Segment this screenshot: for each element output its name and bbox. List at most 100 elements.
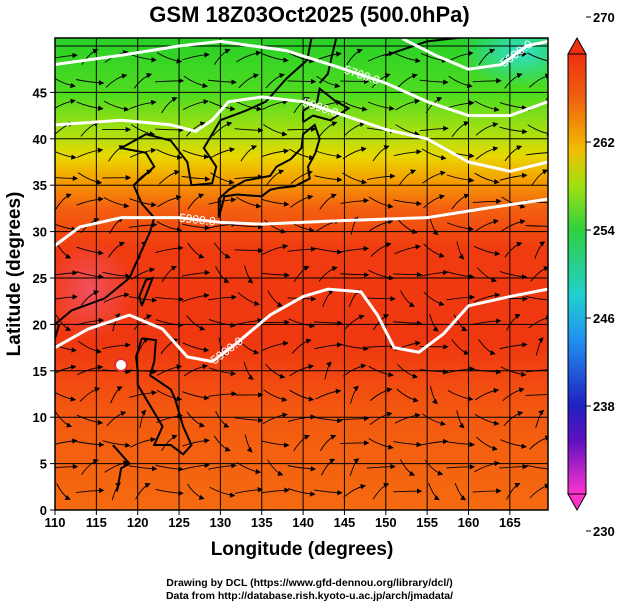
streamline bbox=[181, 175, 211, 182]
streamline bbox=[208, 462, 237, 470]
streamline bbox=[158, 169, 180, 185]
streamline bbox=[182, 52, 210, 61]
streamline bbox=[293, 96, 310, 114]
streamline bbox=[102, 271, 131, 279]
coastline bbox=[435, 18, 468, 37]
streamline bbox=[289, 389, 315, 402]
streamline bbox=[262, 340, 289, 351]
streamline bbox=[499, 102, 528, 111]
streamline bbox=[155, 296, 184, 302]
streamline bbox=[343, 121, 366, 137]
streamline bbox=[346, 48, 363, 65]
streamline bbox=[76, 414, 104, 426]
streamline bbox=[263, 389, 288, 402]
x-tick-label: 135 bbox=[251, 515, 273, 530]
y-tick-label: 40 bbox=[33, 132, 47, 147]
streamline bbox=[446, 100, 475, 109]
streamline bbox=[76, 271, 104, 280]
streamline bbox=[244, 434, 253, 453]
streamline bbox=[472, 488, 502, 494]
streamline bbox=[344, 314, 365, 330]
streamline bbox=[525, 152, 548, 156]
streamline bbox=[527, 52, 548, 64]
streamline bbox=[499, 126, 528, 135]
streamline bbox=[182, 292, 210, 303]
x-tick-label: 145 bbox=[334, 515, 356, 530]
streamline bbox=[187, 193, 205, 210]
streamline bbox=[267, 459, 284, 476]
streamline bbox=[504, 241, 523, 258]
streamline bbox=[504, 72, 523, 89]
streamline bbox=[475, 122, 499, 136]
streamline bbox=[368, 219, 394, 232]
streamline bbox=[238, 73, 259, 89]
streamline bbox=[397, 364, 419, 379]
streamline bbox=[369, 387, 393, 402]
streamline bbox=[446, 441, 475, 448]
y-tick-label: 45 bbox=[33, 85, 47, 100]
streamline bbox=[342, 363, 367, 377]
streamline bbox=[535, 337, 544, 356]
streamline bbox=[55, 270, 78, 276]
streamline bbox=[446, 174, 475, 183]
streamline bbox=[128, 222, 158, 228]
streamline bbox=[393, 271, 423, 278]
streamline bbox=[55, 223, 77, 232]
streamline bbox=[421, 148, 447, 161]
streamline bbox=[78, 341, 102, 354]
streamline bbox=[76, 364, 104, 376]
streamline bbox=[475, 218, 499, 232]
streamline bbox=[506, 314, 521, 331]
streamline bbox=[474, 100, 500, 112]
streamline bbox=[55, 151, 77, 160]
streamline bbox=[478, 48, 496, 65]
streamline bbox=[261, 272, 290, 278]
streamline bbox=[451, 121, 470, 138]
streamline bbox=[288, 318, 316, 329]
streamline bbox=[525, 225, 548, 227]
streamline bbox=[473, 245, 501, 257]
streamline bbox=[187, 483, 205, 500]
streamline bbox=[502, 387, 525, 402]
streamline bbox=[368, 365, 394, 378]
contour-line bbox=[55, 287, 548, 364]
streamline bbox=[393, 149, 422, 157]
streamline bbox=[473, 292, 501, 303]
coastline bbox=[138, 276, 155, 307]
colorbar: 230 238 246 254 262 270 bbox=[567, 10, 615, 539]
streamline bbox=[130, 124, 156, 137]
streamline bbox=[453, 314, 468, 332]
streamline bbox=[314, 416, 343, 424]
streamline bbox=[208, 319, 237, 328]
grid-lines bbox=[55, 38, 548, 510]
streamline bbox=[75, 441, 105, 448]
streamline bbox=[243, 362, 254, 380]
streamline bbox=[133, 73, 153, 89]
contour-label: 5900.0 bbox=[178, 211, 216, 229]
y-axis-label: Latitude (degrees) bbox=[4, 192, 25, 357]
streamline bbox=[429, 386, 438, 405]
streamline bbox=[454, 482, 467, 501]
streamline bbox=[529, 73, 548, 88]
streamline bbox=[423, 194, 446, 209]
streamline bbox=[183, 363, 209, 377]
streamline bbox=[208, 390, 237, 397]
streamline bbox=[102, 440, 131, 448]
streamline bbox=[340, 245, 370, 253]
streamline bbox=[55, 344, 77, 353]
streamline bbox=[234, 127, 264, 133]
streamline bbox=[316, 75, 341, 89]
streamline bbox=[208, 197, 237, 205]
y-tick-label: 0 bbox=[40, 503, 47, 518]
streamline bbox=[422, 170, 446, 184]
streamline bbox=[400, 290, 415, 307]
streamline bbox=[535, 409, 545, 428]
streamline bbox=[129, 198, 157, 208]
streamline bbox=[234, 487, 264, 494]
streamline bbox=[265, 363, 286, 379]
streamline bbox=[447, 222, 475, 232]
streamline bbox=[422, 413, 447, 427]
streamline bbox=[368, 196, 394, 209]
streamline bbox=[218, 337, 226, 357]
